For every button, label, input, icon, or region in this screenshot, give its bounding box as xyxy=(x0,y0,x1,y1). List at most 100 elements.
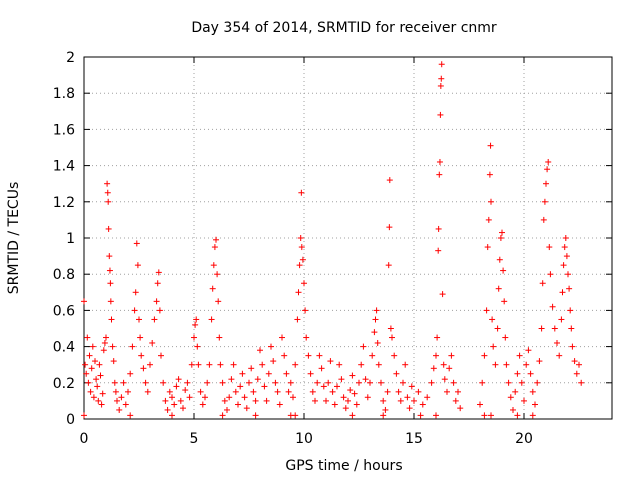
data-point xyxy=(95,397,102,404)
data-point xyxy=(518,379,525,386)
data-point xyxy=(132,289,139,296)
data-point xyxy=(309,388,316,395)
data-point xyxy=(539,280,546,287)
data-point xyxy=(86,352,93,359)
y-tick-label: 0.6 xyxy=(53,303,75,319)
data-point xyxy=(162,397,169,404)
data-point xyxy=(248,365,255,372)
data-point xyxy=(241,394,248,401)
data-point xyxy=(294,316,301,323)
data-point xyxy=(386,224,393,231)
data-point xyxy=(571,358,578,365)
data-point xyxy=(169,412,175,419)
data-point xyxy=(562,235,569,241)
data-point xyxy=(521,397,527,404)
data-point xyxy=(274,388,281,395)
data-point xyxy=(486,171,493,178)
data-point xyxy=(485,216,492,223)
data-point xyxy=(529,412,536,419)
data-point xyxy=(232,388,239,395)
data-point xyxy=(367,379,373,386)
data-point xyxy=(441,376,448,383)
data-point xyxy=(140,365,147,372)
data-point xyxy=(296,262,303,269)
data-point xyxy=(164,406,171,413)
data-point xyxy=(261,383,268,390)
data-point xyxy=(477,401,483,408)
data-point xyxy=(559,289,566,296)
data-point xyxy=(219,379,226,386)
data-point xyxy=(569,343,576,350)
data-point xyxy=(237,383,244,390)
y-tick-label: 1.6 xyxy=(53,122,75,138)
data-point xyxy=(104,180,111,187)
data-point xyxy=(106,267,113,274)
data-point xyxy=(134,262,141,269)
data-point xyxy=(400,379,406,386)
data-point xyxy=(199,401,206,408)
data-point xyxy=(118,394,125,401)
data-point xyxy=(243,405,250,412)
data-point xyxy=(204,379,211,386)
data-point xyxy=(87,388,94,395)
data-point xyxy=(147,361,153,368)
data-point xyxy=(84,334,91,341)
data-point xyxy=(397,397,404,404)
data-point xyxy=(532,401,538,408)
x-tick-label: 10 xyxy=(295,431,313,447)
data-point xyxy=(437,82,444,89)
data-point xyxy=(195,361,202,368)
data-point xyxy=(428,379,435,386)
data-point xyxy=(573,370,580,377)
data-point xyxy=(318,365,325,372)
data-point xyxy=(133,240,140,247)
data-point xyxy=(500,267,507,274)
data-point xyxy=(325,379,332,386)
data-point xyxy=(221,397,228,404)
data-point xyxy=(182,387,189,394)
axis-ticks: 00.20.40.60.811.21.41.61.820 5 10 15 20 xyxy=(53,50,612,447)
data-point xyxy=(276,401,283,408)
data-point xyxy=(99,390,106,397)
data-point xyxy=(371,329,378,336)
data-point xyxy=(362,376,369,383)
data-point xyxy=(88,365,95,372)
data-point xyxy=(351,390,358,397)
data-point xyxy=(494,325,501,332)
data-point xyxy=(81,298,87,305)
data-point xyxy=(433,352,439,359)
data-point xyxy=(488,412,494,419)
data-point xyxy=(105,225,112,232)
data-point xyxy=(444,388,450,395)
data-point xyxy=(144,388,151,395)
data-point xyxy=(202,394,208,401)
data-point xyxy=(158,352,164,359)
data-point xyxy=(112,388,119,395)
data-point xyxy=(435,247,442,254)
data-marks xyxy=(81,61,585,419)
data-point xyxy=(417,412,424,419)
data-point xyxy=(136,316,142,323)
data-point xyxy=(100,347,107,354)
data-point xyxy=(186,394,193,401)
data-point xyxy=(279,334,285,341)
data-point xyxy=(250,388,257,395)
data-point xyxy=(452,397,459,404)
data-point xyxy=(536,358,543,365)
data-point xyxy=(210,262,217,269)
y-tick-label: 0.2 xyxy=(53,376,75,392)
data-point xyxy=(208,316,215,323)
data-point xyxy=(327,358,334,365)
data-point xyxy=(226,394,233,401)
data-point xyxy=(149,339,156,346)
chart-title: Day 354 of 2014, SRMTID for receiver cnm… xyxy=(191,20,497,36)
data-point xyxy=(154,280,161,287)
grid xyxy=(84,57,612,419)
data-point xyxy=(314,379,321,386)
data-point xyxy=(214,271,221,278)
y-tick-label: 2 xyxy=(66,50,75,66)
data-point xyxy=(336,361,343,368)
data-point xyxy=(490,343,497,350)
data-point xyxy=(402,361,409,368)
data-point xyxy=(171,401,178,408)
